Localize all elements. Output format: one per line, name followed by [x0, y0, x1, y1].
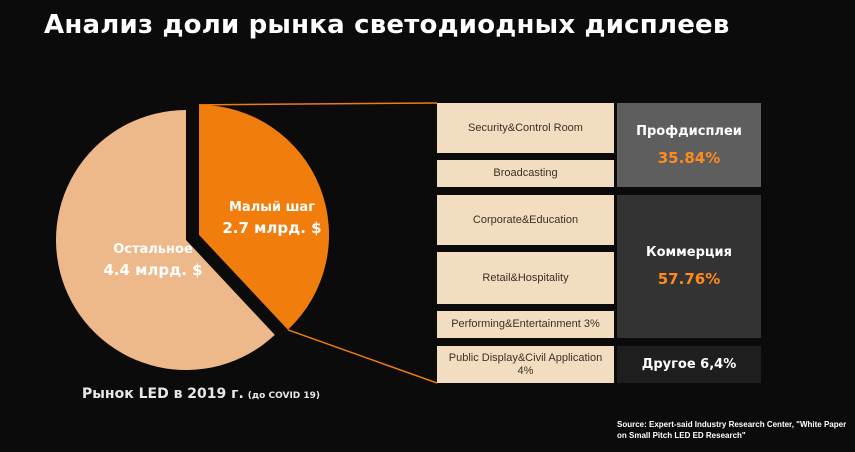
category-share: 57.76%: [657, 270, 721, 288]
app-corporate-education: Corporate&Education: [437, 195, 614, 245]
app-retail-hospitality: Retail&Hospitality: [437, 252, 614, 304]
connector-bottom-line: [287, 329, 438, 384]
category-prof-displays: Профдисплеи 35.84%: [617, 103, 761, 187]
app-security-control-room: Security&Control Room: [437, 103, 614, 153]
category-name: Профдисплеи: [636, 123, 742, 139]
slice-value: 2.7 млрд. $: [222, 219, 322, 237]
slice-name: Остальное: [113, 242, 193, 257]
app-performing-entertainment: Performing&Entertainment 3%: [437, 311, 614, 338]
chart-caption: Рынок LED в 2019 г. (до COVID 19): [82, 386, 320, 402]
pie-slice-small-pitch: [199, 104, 330, 330]
caption-note: (до COVID 19): [247, 391, 321, 401]
category-name: Другое 6,4%: [641, 357, 737, 372]
pie-label-small-pitch: Малый шаг 2.7 млрд. $: [222, 200, 322, 237]
app-broadcasting: Broadcasting: [437, 160, 614, 187]
source-note: Source: Expert-said Industry Research Ce…: [617, 420, 847, 440]
category-share: 35.84%: [657, 148, 721, 167]
pie-slice-other: [55, 110, 275, 370]
category-other: Другое 6,4%: [617, 346, 761, 383]
connector-top-line: [199, 102, 438, 106]
slice-value: 4.4 млрд. $: [103, 261, 203, 279]
category-name: Коммерция: [645, 245, 733, 260]
pie-label-other: Остальное 4.4 млрд. $: [98, 242, 208, 279]
category-commerce: Коммерция 57.76%: [617, 195, 761, 338]
caption-text: Рынок LED в 2019 г.: [82, 386, 244, 402]
page-title: Анализ доли рынка светодиодных дисплеев: [44, 10, 730, 40]
slice-name: Малый шаг: [229, 200, 315, 215]
app-public-display: Public Display&Civil Application 4%: [437, 346, 614, 383]
